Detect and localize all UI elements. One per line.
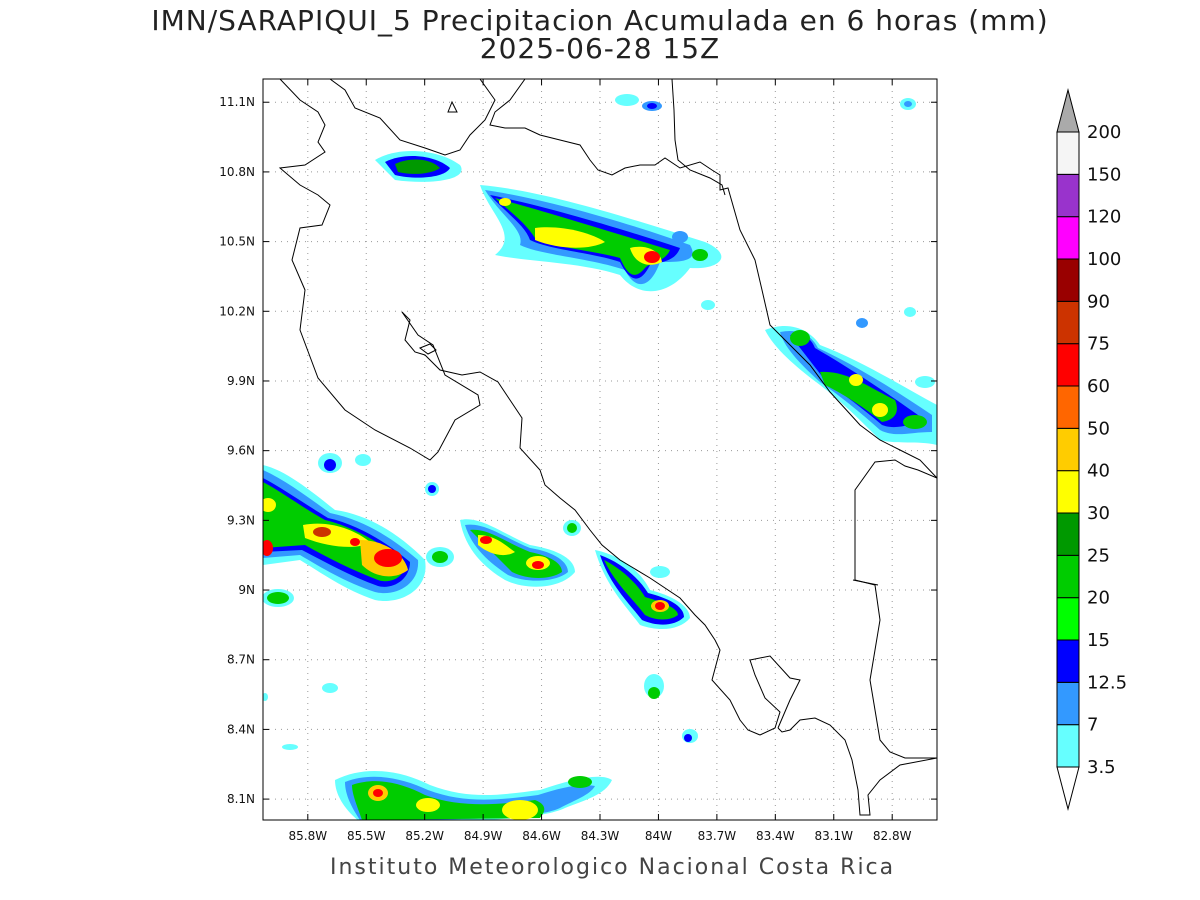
colorbar-swatch: [1056, 258, 1080, 302]
colorbar-swatch: [1056, 470, 1080, 514]
lon-tick-label: 83.7W: [698, 829, 737, 843]
colorbar-swatch: [1056, 216, 1080, 260]
lon-tick-label: 85.5W: [347, 829, 386, 843]
lon-tick-label: 82.8W: [873, 829, 912, 843]
lat-tick-label: 10.5N: [219, 235, 255, 249]
colorbar-level-label: 50: [1087, 418, 1110, 439]
lon-tick-label: 85.2W: [405, 829, 444, 843]
lat-tick-label: 8.7N: [227, 653, 255, 667]
colorbar: 3.5 7 12.5 15 20 25 30 40 50 60 75 90 100 120 150 200: [1056, 88, 1127, 811]
colorbar-swatch: [1056, 597, 1080, 641]
lat-tick-label: 8.1N: [227, 792, 255, 806]
colorbar-level-label: 40: [1087, 461, 1110, 482]
lon-tick-label: 85.8W: [289, 829, 328, 843]
lat-tick-label: 8.4N: [227, 722, 255, 736]
colorbar-swatch: [1056, 681, 1080, 726]
colorbar-level-label: 25: [1087, 545, 1110, 566]
colorbar-level-label: 15: [1087, 630, 1110, 651]
precip-cell-caribbean-band: [765, 325, 937, 445]
colorbar-level-label: 60: [1087, 376, 1110, 397]
precipitation-field: [263, 94, 937, 820]
map-frame: [262, 78, 938, 821]
colorbar-level-label: 100: [1087, 249, 1121, 270]
colorbar-lower-arrow: [1056, 766, 1080, 811]
colorbar-level-label: 20: [1087, 588, 1110, 609]
colorbar-swatch: [1056, 131, 1080, 175]
lon-tick-label: 84.9W: [464, 829, 503, 843]
colorbar-level-label: 30: [1087, 503, 1110, 524]
colorbar-swatch: [1056, 512, 1080, 556]
lat-tick-label: 9.9N: [227, 374, 255, 388]
map-title: IMN/SARAPIQUI_5 Precipitacion Acumulada …: [151, 4, 1049, 37]
colorbar-level-label: 90: [1087, 291, 1110, 312]
lat-tick-label: 9.3N: [227, 513, 255, 527]
lat-tick-label: 10.8N: [219, 165, 255, 179]
colorbar-swatch: [1056, 427, 1080, 472]
colorbar-level-label: 200: [1087, 122, 1121, 143]
colorbar-swatch: [1056, 300, 1080, 345]
precip-cell-pacific-central-band: [460, 519, 581, 587]
colorbar-swatch: [1056, 385, 1080, 429]
lon-tick-label: 84.6W: [522, 829, 561, 843]
colorbar-swatch: [1056, 554, 1080, 599]
precip-cell-south-band: [335, 771, 612, 820]
colorbar-level-label: 120: [1087, 207, 1121, 228]
footer-credit: Instituto Meteorologico Nacional Costa R…: [330, 855, 896, 880]
colorbar-swatch: [1056, 724, 1080, 768]
colorbar-upper-arrow: [1056, 88, 1080, 133]
map-subtitle-datetime: 2025-06-28 15Z: [479, 32, 721, 65]
lon-tick-label: 84W: [645, 829, 672, 843]
lat-tick-label: 9N: [238, 583, 255, 597]
lon-tick-label: 84.3W: [581, 829, 620, 843]
colorbar-swatch: [1056, 343, 1080, 387]
colorbar-level-label: 12.5: [1087, 672, 1127, 693]
lon-tick-label: 83.1W: [814, 829, 853, 843]
lat-tick-label: 10.2N: [219, 304, 255, 318]
precip-cell-pacific-west-band: [263, 453, 454, 607]
colorbar-level-label: 7: [1087, 715, 1098, 736]
lon-tick-label: 83.4W: [756, 829, 795, 843]
precip-cell-north-band: [375, 94, 916, 328]
lat-tick-label: 11.1N: [219, 95, 255, 109]
colorbar-level-label: 150: [1087, 164, 1121, 185]
coastlines-borders: [278, 79, 937, 816]
colorbar-swatch: [1056, 173, 1080, 218]
colorbar-level-label: 3.5: [1087, 757, 1116, 778]
lat-tick-label: 9.6N: [227, 444, 255, 458]
map-grid: [263, 79, 937, 820]
colorbar-level-label: 75: [1087, 334, 1110, 355]
axis-ticks: 85.8W 85.5W 85.2W 84.9W 84.6W 84.3W 84W 83.7W 83…: [219, 79, 937, 843]
precip-cell-central-south-band: [263, 550, 698, 750]
colorbar-swatch: [1056, 639, 1080, 683]
